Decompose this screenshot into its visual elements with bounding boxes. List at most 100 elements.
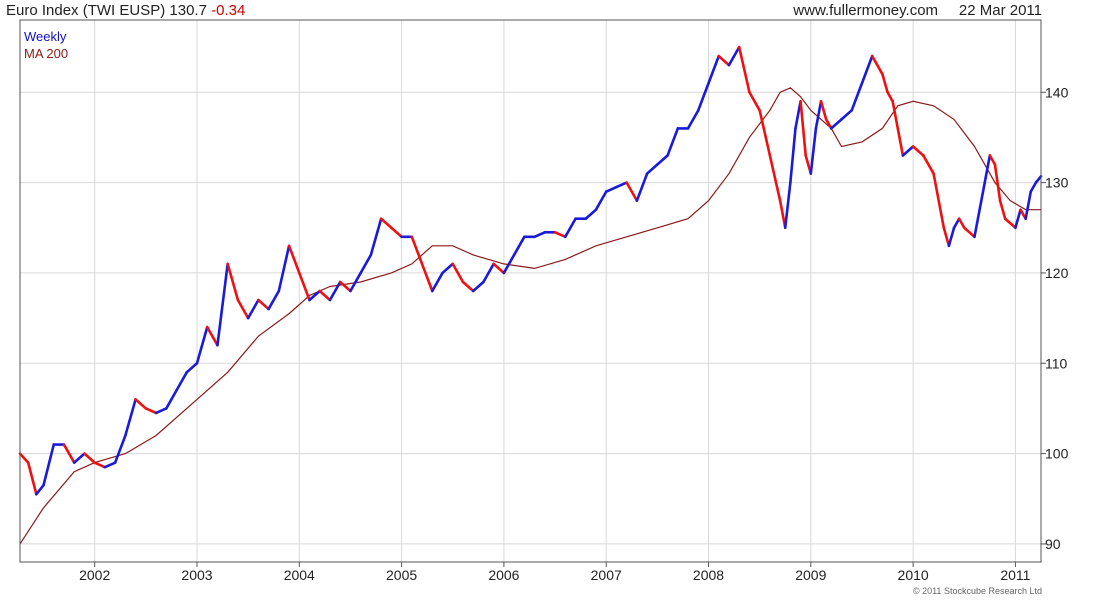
weekly-segment xyxy=(185,361,199,374)
weekly-segment xyxy=(154,407,168,415)
weekly-segment xyxy=(1034,174,1043,184)
weekly-segment xyxy=(410,235,424,266)
weekly-segment xyxy=(103,461,117,469)
weekly-segment xyxy=(338,280,352,293)
weekly-segment xyxy=(737,45,751,94)
weekly-segment xyxy=(369,217,383,257)
y-tick-label-100: 100 xyxy=(1045,446,1069,462)
weekly-segment xyxy=(942,226,951,248)
weekly-segment xyxy=(998,199,1007,221)
chart-title-bar: Euro Index (TWI EUSP) 130.7 -0.34 xyxy=(6,2,245,19)
ma200-layer xyxy=(19,87,1041,545)
weekly-segment xyxy=(901,145,915,157)
weekly-segment xyxy=(553,230,567,239)
ma200-line xyxy=(19,87,1041,545)
weekly-segment xyxy=(789,127,797,184)
chart-title: Euro Index (TWI EUSP) xyxy=(6,2,166,19)
weekly-segment xyxy=(809,127,818,175)
weekly-segment xyxy=(696,81,710,112)
weekly-segment xyxy=(799,100,807,157)
weekly-segment xyxy=(850,81,864,112)
weekly-segment xyxy=(645,163,659,175)
weekly-segment xyxy=(318,289,332,302)
weekly-segment xyxy=(226,262,240,302)
weekly-segment xyxy=(717,54,731,67)
weekly-segment xyxy=(973,181,987,239)
weekly-segment xyxy=(778,199,787,230)
source-url[interactable]: www.fullermoney.com xyxy=(793,2,939,19)
weekly-segment xyxy=(502,253,516,275)
x-tick-label-2003: 2003 xyxy=(181,567,212,583)
weekly-segment xyxy=(124,398,137,437)
weekly-segment xyxy=(533,230,547,239)
weekly-segment xyxy=(584,208,598,221)
x-tick-label-2004: 2004 xyxy=(284,567,315,583)
weekly-segment xyxy=(441,262,455,275)
weekly-segment xyxy=(134,398,148,410)
weekly-segment xyxy=(947,226,956,248)
y-tick-label-130: 130 xyxy=(1045,175,1069,191)
weekly-segment xyxy=(297,271,311,302)
weekly-segment xyxy=(359,253,373,275)
last-value: 130.7 xyxy=(169,2,207,19)
y-tick-label-120: 120 xyxy=(1045,265,1069,281)
weekly-segment xyxy=(18,452,30,464)
weekly-segment xyxy=(83,452,96,464)
weekly-segment xyxy=(216,262,229,347)
weekly-segment xyxy=(727,45,741,67)
y-tick-label-140: 140 xyxy=(1045,84,1069,100)
weekly-segment xyxy=(957,217,966,230)
weekly-segment xyxy=(420,262,434,293)
weekly-segment xyxy=(451,262,465,284)
weekly-price-layer xyxy=(18,45,1043,496)
weekly-segment xyxy=(932,172,946,230)
weekly-segment xyxy=(287,244,301,275)
weekly-segment xyxy=(246,298,260,320)
weekly-segment xyxy=(707,54,721,85)
weekly-segment xyxy=(26,461,38,496)
weekly-segment xyxy=(236,298,250,320)
x-tick-label-2009: 2009 xyxy=(795,567,826,583)
weekly-segment xyxy=(471,280,485,293)
weekly-segment xyxy=(379,217,393,230)
weekly-segment xyxy=(758,109,772,157)
plot-frame xyxy=(19,19,1042,563)
weekly-segment xyxy=(277,244,291,293)
x-tick-label-2002: 2002 xyxy=(79,567,110,583)
weekly-segment xyxy=(461,280,475,293)
weekly-segment xyxy=(625,181,639,202)
legend-weekly: Weekly xyxy=(24,29,67,44)
weekly-segment xyxy=(349,271,362,293)
weekly-segment xyxy=(563,217,577,239)
weekly-segment xyxy=(860,54,874,85)
x-tick-label-2007: 2007 xyxy=(591,567,622,583)
weekly-segment xyxy=(870,54,884,76)
weekly-segment xyxy=(42,443,56,487)
weekly-segment xyxy=(993,163,1002,202)
y-tick-label-110: 110 xyxy=(1045,355,1068,371)
weekly-segment xyxy=(656,154,669,166)
weekly-segment xyxy=(748,90,761,112)
weekly-segment xyxy=(768,154,782,202)
weekly-segment xyxy=(35,483,45,496)
y-tick-label-90: 90 xyxy=(1045,536,1061,552)
weekly-segment xyxy=(1014,208,1022,230)
weekly-segment xyxy=(492,262,506,275)
weekly-segment xyxy=(829,118,843,130)
x-tick-label-2010: 2010 xyxy=(898,567,929,583)
weekly-segment xyxy=(604,185,618,193)
weekly-segment xyxy=(328,280,342,302)
weekly-segment xyxy=(886,90,894,103)
weekly-segment xyxy=(840,109,854,121)
weekly-segment xyxy=(922,154,935,175)
weekly-segment xyxy=(988,154,997,166)
change-value: -0.34 xyxy=(211,2,246,19)
chart-date: 22 Mar 2011 xyxy=(958,2,1042,19)
weekly-segment xyxy=(72,452,86,464)
copyright-note: © 2011 Stockcube Research Ltd xyxy=(912,586,1042,596)
weekly-segment xyxy=(983,154,992,184)
weekly-segment xyxy=(430,271,444,293)
weekly-segment xyxy=(164,389,178,410)
weekly-segment xyxy=(144,407,158,415)
y-axis-labels: 90 100 110 120 130 140 xyxy=(1045,84,1069,552)
